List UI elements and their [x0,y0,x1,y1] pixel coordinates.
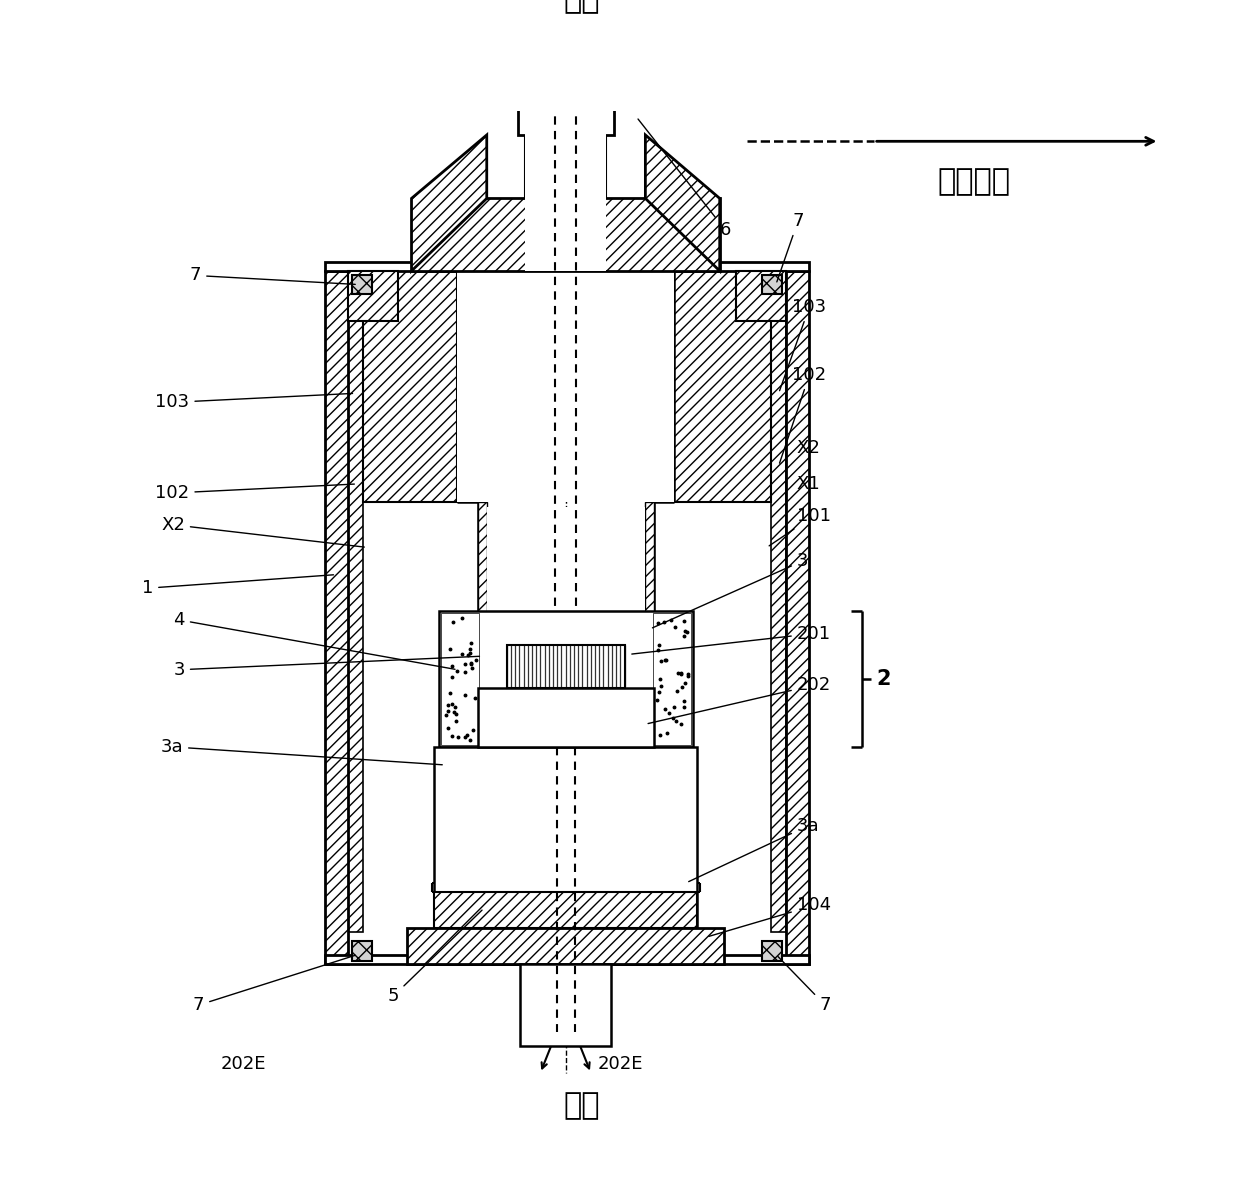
Bar [477,688,655,747]
Bar [737,270,786,320]
Bar [521,965,611,1046]
Text: 4: 4 [174,611,455,669]
Text: 104: 104 [709,897,831,936]
Text: 102: 102 [780,366,826,463]
Text: 3: 3 [174,656,480,679]
Bar [434,747,697,965]
Text: 103: 103 [780,298,826,391]
Bar [456,270,675,503]
Text: 7: 7 [192,955,356,1015]
Polygon shape [645,135,719,270]
Text: 3a: 3a [160,738,443,765]
Text: 7: 7 [777,956,831,1015]
Bar [325,955,808,965]
Text: 气流方向: 气流方向 [937,167,1011,195]
Bar [325,262,808,270]
Text: 1: 1 [141,575,334,597]
Text: X1: X1 [797,475,821,493]
Text: 3: 3 [652,551,808,628]
Text: 进气: 进气 [564,1091,600,1121]
Text: 102: 102 [155,484,355,503]
Text: X2: X2 [797,438,821,456]
Bar [434,892,697,928]
Text: X2: X2 [161,516,365,547]
Bar [525,94,606,270]
Bar [352,275,372,294]
Text: 202E: 202E [221,1055,267,1073]
Text: 3a: 3a [688,817,820,881]
Bar [652,612,691,746]
Bar [645,503,655,616]
Bar [507,646,625,688]
Bar [786,270,808,965]
Bar [763,941,782,961]
Bar [675,270,771,503]
Bar [412,199,719,270]
Bar [477,503,487,616]
Bar [348,320,362,931]
Bar [439,611,692,747]
Bar [325,270,348,965]
Text: 出气: 出气 [564,0,600,14]
Text: 103: 103 [155,393,352,411]
Text: 7: 7 [776,212,804,282]
Text: 6: 6 [639,119,732,239]
Bar [518,94,614,135]
Bar [407,928,724,965]
Text: 2: 2 [877,669,892,688]
Text: 5: 5 [388,910,482,1005]
Bar [434,892,697,928]
Polygon shape [412,135,487,270]
Text: 202: 202 [649,676,831,724]
Text: 201: 201 [632,624,831,654]
Text: 202E: 202E [598,1055,642,1073]
Text: 101: 101 [769,506,831,545]
Bar [362,270,456,503]
Bar [771,320,786,931]
Bar [440,612,479,746]
Bar [487,506,645,616]
Bar [352,941,372,961]
Bar [763,275,782,294]
Bar [348,270,398,320]
Text: 7: 7 [190,267,355,285]
